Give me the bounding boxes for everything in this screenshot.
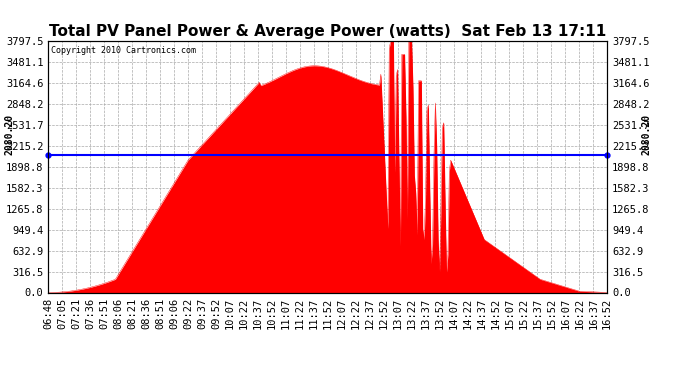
Text: 2080.20: 2080.20 bbox=[4, 114, 14, 155]
Text: Copyright 2010 Cartronics.com: Copyright 2010 Cartronics.com bbox=[51, 46, 196, 55]
Text: 2080.20: 2080.20 bbox=[641, 114, 651, 155]
Title: Total PV Panel Power & Average Power (watts)  Sat Feb 13 17:11: Total PV Panel Power & Average Power (wa… bbox=[49, 24, 607, 39]
